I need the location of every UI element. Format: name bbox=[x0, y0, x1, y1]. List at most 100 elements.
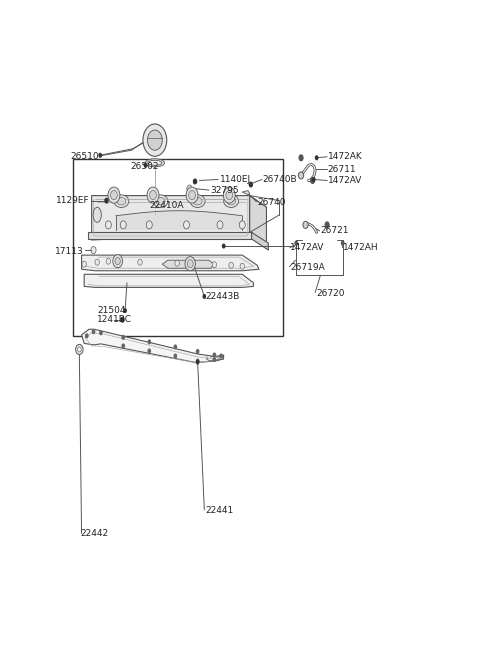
Circle shape bbox=[115, 257, 120, 265]
Circle shape bbox=[312, 177, 315, 182]
Polygon shape bbox=[82, 255, 259, 271]
Circle shape bbox=[324, 221, 330, 229]
Circle shape bbox=[106, 221, 111, 229]
Circle shape bbox=[203, 294, 206, 299]
Circle shape bbox=[175, 260, 180, 266]
Polygon shape bbox=[84, 274, 253, 288]
Text: 26510: 26510 bbox=[71, 152, 99, 161]
Text: 26721: 26721 bbox=[321, 227, 349, 235]
Circle shape bbox=[173, 354, 177, 358]
Circle shape bbox=[315, 155, 319, 160]
Ellipse shape bbox=[227, 197, 236, 205]
Circle shape bbox=[144, 163, 147, 168]
Circle shape bbox=[91, 246, 96, 253]
Circle shape bbox=[120, 316, 125, 323]
Text: 1129EF: 1129EF bbox=[56, 196, 90, 205]
Circle shape bbox=[77, 347, 81, 352]
Text: 26719A: 26719A bbox=[290, 263, 324, 272]
Polygon shape bbox=[252, 233, 268, 250]
Polygon shape bbox=[250, 196, 266, 242]
Circle shape bbox=[82, 261, 86, 267]
Text: 22441: 22441 bbox=[205, 506, 233, 515]
Circle shape bbox=[104, 198, 109, 204]
Text: 21504: 21504 bbox=[97, 306, 126, 315]
Circle shape bbox=[113, 255, 122, 268]
Text: 17113: 17113 bbox=[55, 246, 84, 255]
Circle shape bbox=[196, 349, 200, 354]
Circle shape bbox=[138, 259, 142, 265]
Text: 1472AV: 1472AV bbox=[290, 243, 324, 252]
Circle shape bbox=[303, 221, 308, 229]
Text: 1472AV: 1472AV bbox=[328, 176, 362, 185]
Circle shape bbox=[187, 259, 193, 268]
Circle shape bbox=[108, 187, 120, 203]
Text: 26740B: 26740B bbox=[263, 175, 298, 184]
Text: 1472AH: 1472AH bbox=[343, 243, 378, 252]
Circle shape bbox=[147, 348, 151, 354]
Circle shape bbox=[173, 345, 177, 349]
Ellipse shape bbox=[114, 195, 129, 208]
Circle shape bbox=[183, 221, 190, 229]
Circle shape bbox=[187, 185, 192, 192]
Circle shape bbox=[147, 130, 162, 150]
Circle shape bbox=[294, 240, 298, 246]
Circle shape bbox=[240, 221, 245, 229]
Circle shape bbox=[222, 244, 226, 248]
Circle shape bbox=[186, 187, 198, 203]
Circle shape bbox=[147, 187, 159, 203]
Ellipse shape bbox=[148, 160, 162, 165]
Circle shape bbox=[213, 352, 216, 358]
Circle shape bbox=[120, 221, 126, 229]
Ellipse shape bbox=[193, 197, 202, 205]
Polygon shape bbox=[92, 196, 250, 240]
Circle shape bbox=[229, 262, 233, 269]
Circle shape bbox=[143, 124, 167, 157]
Circle shape bbox=[223, 187, 235, 203]
Ellipse shape bbox=[145, 159, 165, 167]
Ellipse shape bbox=[93, 207, 101, 222]
Circle shape bbox=[196, 358, 200, 364]
Circle shape bbox=[217, 221, 223, 229]
Polygon shape bbox=[242, 191, 250, 195]
Circle shape bbox=[85, 333, 89, 339]
Text: 1472AK: 1472AK bbox=[328, 152, 362, 161]
Text: 26502: 26502 bbox=[131, 162, 159, 172]
Polygon shape bbox=[82, 329, 224, 363]
Circle shape bbox=[226, 191, 233, 200]
Circle shape bbox=[147, 339, 151, 345]
Text: 26740: 26740 bbox=[257, 198, 286, 207]
Circle shape bbox=[299, 172, 304, 179]
Text: 1241BC: 1241BC bbox=[97, 315, 132, 324]
Circle shape bbox=[310, 177, 315, 184]
Text: 22410A: 22410A bbox=[149, 201, 184, 210]
Ellipse shape bbox=[117, 197, 126, 205]
Circle shape bbox=[99, 330, 103, 335]
Polygon shape bbox=[92, 196, 266, 207]
Circle shape bbox=[121, 335, 125, 340]
Circle shape bbox=[150, 191, 156, 200]
Text: 32795: 32795 bbox=[211, 186, 240, 195]
Circle shape bbox=[193, 178, 197, 185]
Polygon shape bbox=[162, 260, 215, 269]
Circle shape bbox=[123, 308, 127, 313]
Circle shape bbox=[121, 343, 125, 348]
Circle shape bbox=[146, 221, 152, 229]
Ellipse shape bbox=[190, 195, 205, 208]
Circle shape bbox=[249, 181, 253, 187]
Circle shape bbox=[92, 329, 96, 334]
Ellipse shape bbox=[156, 197, 165, 205]
Circle shape bbox=[341, 240, 345, 246]
Circle shape bbox=[106, 258, 110, 264]
Circle shape bbox=[189, 191, 195, 200]
Circle shape bbox=[240, 263, 244, 269]
Circle shape bbox=[95, 259, 99, 265]
Text: 1140EJ: 1140EJ bbox=[220, 175, 251, 184]
Circle shape bbox=[212, 262, 216, 268]
Circle shape bbox=[299, 155, 304, 161]
Circle shape bbox=[213, 357, 216, 362]
Circle shape bbox=[110, 191, 117, 200]
Ellipse shape bbox=[153, 195, 168, 208]
Polygon shape bbox=[88, 233, 252, 239]
Circle shape bbox=[99, 155, 101, 157]
Bar bbox=[73, 159, 283, 336]
